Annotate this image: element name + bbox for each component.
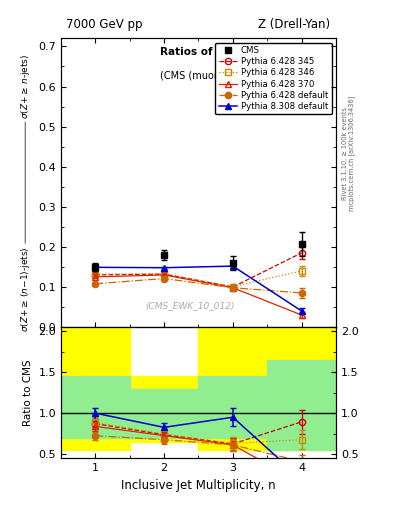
Text: (CMS_EWK_10_012): (CMS_EWK_10_012) (145, 301, 235, 310)
Text: $\sigma(Z{+}{\geq}\,(n{-}1)\text{-jets})$: $\sigma(Z{+}{\geq}\,(n{-}1)\text{-jets})… (18, 246, 32, 332)
Legend: CMS, Pythia 6.428 345, Pythia 6.428 346, Pythia 6.428 370, Pythia 6.428 default,: CMS, Pythia 6.428 345, Pythia 6.428 346,… (215, 42, 332, 114)
Text: mcplots.cern.ch [arXiv:1306.3436]: mcplots.cern.ch [arXiv:1306.3436] (348, 96, 355, 211)
Text: (CMS (muon channel)): (CMS (muon channel)) (160, 70, 270, 80)
Y-axis label: Ratio to CMS: Ratio to CMS (23, 359, 33, 426)
Text: Z (Drell-Yan): Z (Drell-Yan) (258, 18, 331, 31)
Text: Ratios of jet multiplicity: Ratios of jet multiplicity (160, 47, 303, 57)
Text: Rivet 3.1.10, ≥ 100k events: Rivet 3.1.10, ≥ 100k events (342, 107, 348, 200)
Text: $\sigma(Z{+}{\geq}\,n\text{-jets})$: $\sigma(Z{+}{\geq}\,n\text{-jets})$ (18, 54, 32, 119)
X-axis label: Inclusive Jet Multiplicity, n: Inclusive Jet Multiplicity, n (121, 479, 276, 492)
Text: 7000 GeV pp: 7000 GeV pp (66, 18, 143, 31)
